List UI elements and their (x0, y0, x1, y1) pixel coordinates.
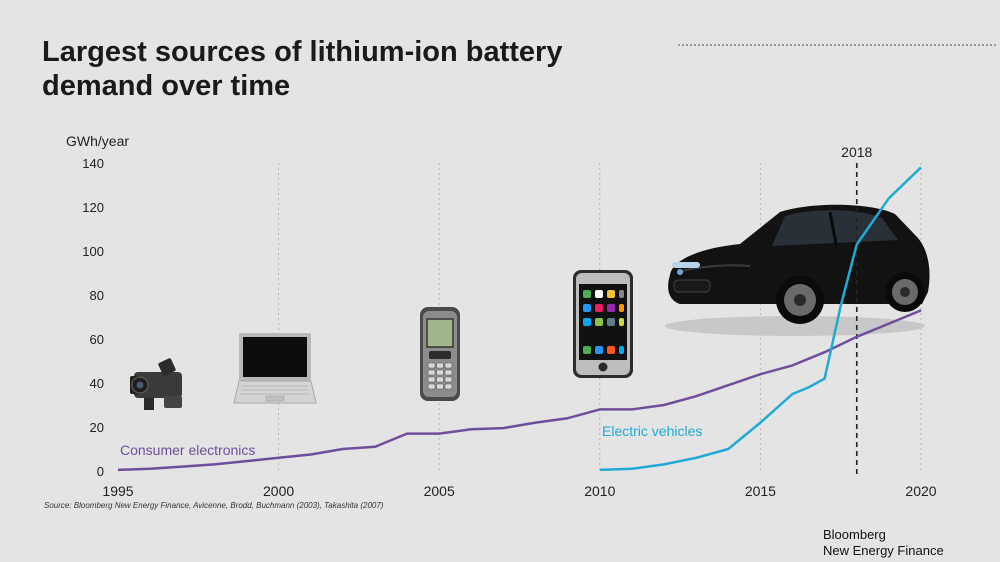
y-tick-label-80: 80 (90, 288, 104, 303)
brand-logo: Bloomberg New Energy Finance (823, 527, 944, 559)
x-tick-labels: 1995 2000 2005 2010 2015 2020 (102, 483, 936, 499)
y-tick-label-60: 60 (90, 332, 104, 347)
y-tick-label-100: 100 (82, 244, 104, 259)
y-tick-label-40: 40 (90, 376, 104, 391)
brand-line-2: New Energy Finance (823, 543, 944, 558)
x-tick-label-2010: 2010 (584, 483, 615, 499)
page-title: Largest sources of lithium-ion battery d… (42, 36, 563, 102)
decorative-dotted-rule (678, 44, 996, 46)
brand-line-1: Bloomberg (823, 527, 886, 542)
consumer-electronics-line (117, 309, 922, 472)
laptop-icon (233, 333, 317, 404)
source-note: Source: Bloomberg New Energy Finance, Av… (44, 501, 384, 510)
x-tick-label-1995: 1995 (102, 483, 133, 499)
x-tick-label-2020: 2020 (905, 483, 936, 499)
mobile-phone-icon (420, 307, 460, 401)
electric-vehicles-legend-label: Electric vehicles (602, 423, 702, 439)
consumer-electronics-legend-label: Consumer electronics (120, 442, 255, 458)
x-tick-label-2000: 2000 (263, 483, 294, 499)
camcorder-icon (130, 358, 182, 410)
y-tick-label-140: 140 (82, 156, 104, 171)
y-axis-label: GWh/year (66, 133, 130, 149)
y-tick-label-120: 120 (82, 200, 104, 215)
x-tick-label-2005: 2005 (424, 483, 455, 499)
y-tick-labels: 0 20 40 60 80 100 120 140 (82, 156, 104, 479)
smartphone-icon (573, 270, 633, 378)
y-tick-label-20: 20 (90, 420, 104, 435)
electric-vehicles-line (599, 166, 922, 472)
x-tick-label-2015: 2015 (745, 483, 776, 499)
chart-gridlines (278, 163, 922, 471)
year-2018-marker-label: 2018 (841, 144, 872, 160)
y-tick-label-0: 0 (97, 464, 104, 479)
electric-car-icon (665, 204, 930, 336)
